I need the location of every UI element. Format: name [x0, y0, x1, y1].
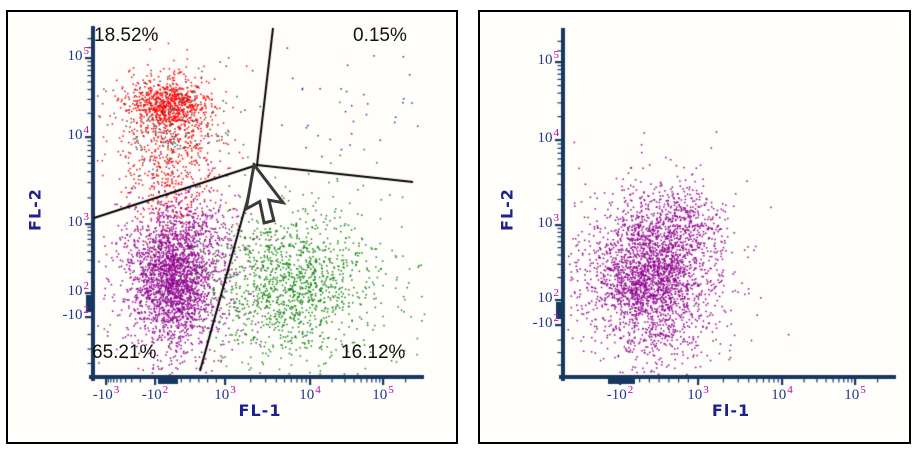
- right-plot-canvas[interactable]: [480, 12, 909, 442]
- x-tick-label: -103: [92, 384, 120, 403]
- cursor-arrow-icon: [244, 162, 287, 225]
- x-tick-label: -102: [606, 384, 634, 403]
- left-dot-plot-panel[interactable]: 18.52% 0.15% 65.21% 16.12% FL-2 FL-1 -10…: [6, 10, 458, 444]
- y-tick-label: 103: [537, 212, 560, 231]
- x-tick-label: 103: [687, 384, 709, 403]
- y-tick-label: 102: [67, 280, 90, 299]
- x-tick-label: 104: [299, 384, 321, 403]
- y-tick-label: 103: [67, 211, 90, 230]
- x-tick-label: 104: [771, 384, 793, 403]
- quadrant-percent-bottom-right: 16.12%: [341, 342, 406, 363]
- x-tick-label: 103: [214, 384, 236, 403]
- right-x-axis-title: Fl-1: [711, 401, 751, 420]
- quadrant-percent-top-left: 18.52%: [94, 25, 159, 46]
- y-tick-label: -102: [62, 304, 90, 323]
- quadrant-percent-top-right: 0.15%: [353, 25, 407, 46]
- y-tick-label: 105: [67, 45, 90, 64]
- y-tick-label: 104: [67, 124, 90, 143]
- x-tick-label: -102: [141, 384, 169, 403]
- x-tick-label: 105: [844, 384, 866, 403]
- quadrant-percent-bottom-left: 65.21%: [92, 342, 157, 363]
- left-y-axis-title: FL-2: [25, 188, 45, 231]
- right-dot-plot-panel[interactable]: FL-2 Fl-1 -102 103 104 105 105 104 103 102 -102: [478, 10, 911, 444]
- y-tick-label: 102: [537, 287, 560, 306]
- left-x-axis-title: FL-1: [238, 401, 282, 420]
- left-plot-canvas[interactable]: [8, 12, 456, 442]
- y-tick-label: -102: [532, 312, 560, 331]
- x-tick-label: 105: [372, 384, 394, 403]
- y-tick-label: 104: [537, 127, 560, 146]
- y-tick-label: 105: [537, 49, 560, 68]
